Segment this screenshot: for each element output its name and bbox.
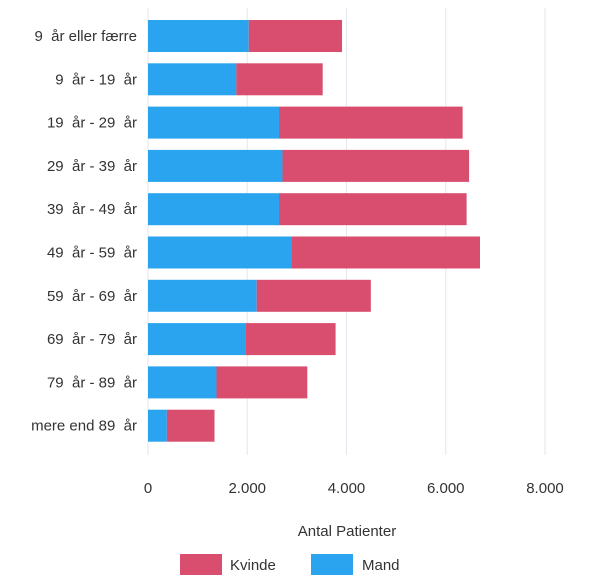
bar-mand <box>148 323 246 356</box>
category-label: 79 år - 89 år <box>47 374 137 391</box>
category-labels: 9 år eller færre 9 år - 19 år 19 år - 29 å… <box>31 28 137 435</box>
bar-mand <box>148 106 280 139</box>
x-tick-label: 4.000 <box>328 480 366 497</box>
legend-label: Kvinde <box>230 557 276 574</box>
category-label: 9 år - 19 år <box>55 71 137 88</box>
bar-mand <box>148 279 257 312</box>
legend-item-kvinde[interactable]: Kvinde <box>180 554 276 575</box>
bar-mand <box>148 236 292 269</box>
bar-kvinde <box>245 323 336 356</box>
legend[interactable]: Kvinde Mand <box>180 554 400 575</box>
legend-label: Mand <box>362 557 400 574</box>
category-label: 69 år - 79 år <box>47 331 137 348</box>
bar-mand <box>148 20 249 52</box>
bar-kvinde <box>279 193 467 226</box>
legend-swatch <box>311 554 353 575</box>
legend-swatch <box>180 554 222 575</box>
bar-mand <box>148 63 237 96</box>
bar-kvinde <box>236 63 323 96</box>
category-label: 19 år - 29 år <box>47 115 137 132</box>
bar-mand <box>148 193 280 226</box>
bar-kvinde <box>248 20 343 52</box>
x-axis-title: Antal Patienter <box>298 523 396 540</box>
category-label: 59 år - 69 år <box>47 288 137 305</box>
bar-mand <box>148 366 217 399</box>
x-tick-label: 6.000 <box>427 480 465 497</box>
bar-kvinde <box>216 366 308 399</box>
bar-kvinde <box>291 236 480 269</box>
bar-kvinde <box>256 279 371 312</box>
bar-mand <box>148 409 167 442</box>
bar-mand <box>148 149 283 182</box>
category-label: 49 år - 59 år <box>47 245 137 262</box>
category-label: mere end 89 år <box>31 418 137 435</box>
x-tick-label: 2.000 <box>228 480 266 497</box>
x-tick-label: 8.000 <box>526 480 564 497</box>
category-label: 9 år eller færre <box>34 28 137 45</box>
bar-kvinde <box>166 409 215 442</box>
category-label: 29 år - 39 år <box>47 158 137 175</box>
bar-kvinde <box>282 149 470 182</box>
x-tick-labels: 0 2.000 4.000 6.000 8.000 <box>144 480 564 497</box>
category-label: 39 år - 49 år <box>47 201 137 218</box>
bar-kvinde <box>279 106 463 139</box>
x-tick-label: 0 <box>144 480 152 497</box>
bars <box>148 20 480 442</box>
legend-item-mand[interactable]: Mand <box>311 554 400 575</box>
